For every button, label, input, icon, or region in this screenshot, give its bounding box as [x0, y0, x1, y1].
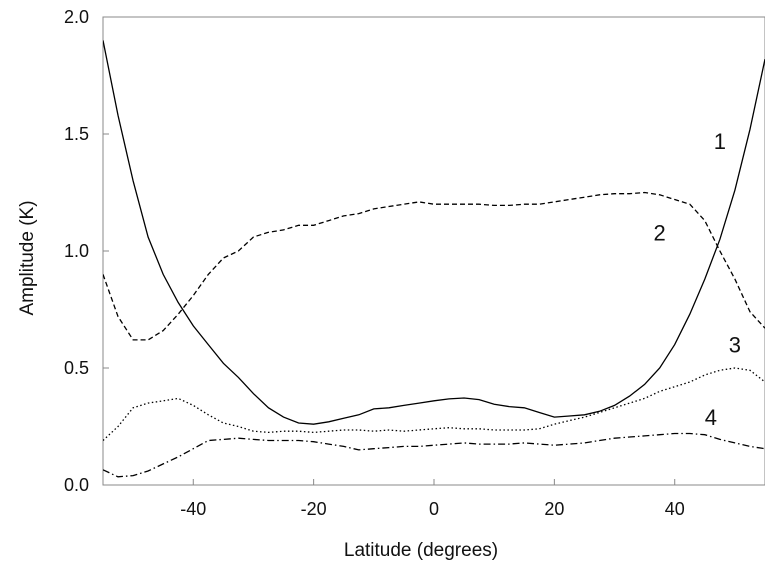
series-line-1 — [103, 40, 765, 425]
y-tick-label: 1.0 — [64, 241, 89, 261]
series-labels: 1 2 3 4 — [654, 129, 741, 430]
y-tick-label: 0.0 — [64, 475, 89, 495]
plot-area — [102, 16, 765, 486]
x-tick-label: -40 — [180, 499, 206, 519]
series-label-4: 4 — [705, 405, 717, 430]
series-line-2 — [103, 191, 765, 341]
x-tick-label: 20 — [544, 499, 564, 519]
y-tick-label: 2.0 — [64, 7, 89, 27]
x-axis-title: Latitude (degrees) — [344, 540, 498, 561]
x-tick-label: 0 — [429, 499, 439, 519]
series-label-1: 1 — [714, 129, 726, 154]
y-tick-label: 1.5 — [64, 124, 89, 144]
series-label-2: 2 — [654, 220, 666, 245]
y-axis-title: Amplitude (K) — [17, 200, 38, 315]
series-line-3 — [103, 367, 765, 441]
y-axis-ticks: 0.0 0.5 1.0 1.5 2.0 — [64, 7, 109, 495]
x-tick-label: 40 — [665, 499, 685, 519]
series-line-4 — [103, 432, 765, 478]
series-label-3: 3 — [729, 333, 741, 358]
series-layer — [103, 40, 765, 478]
x-tick-label: -20 — [301, 499, 327, 519]
plot-frame — [102, 16, 765, 486]
x-axis-ticks: -40 -20 0 20 40 — [180, 479, 685, 519]
y-tick-label: 0.5 — [64, 358, 89, 378]
